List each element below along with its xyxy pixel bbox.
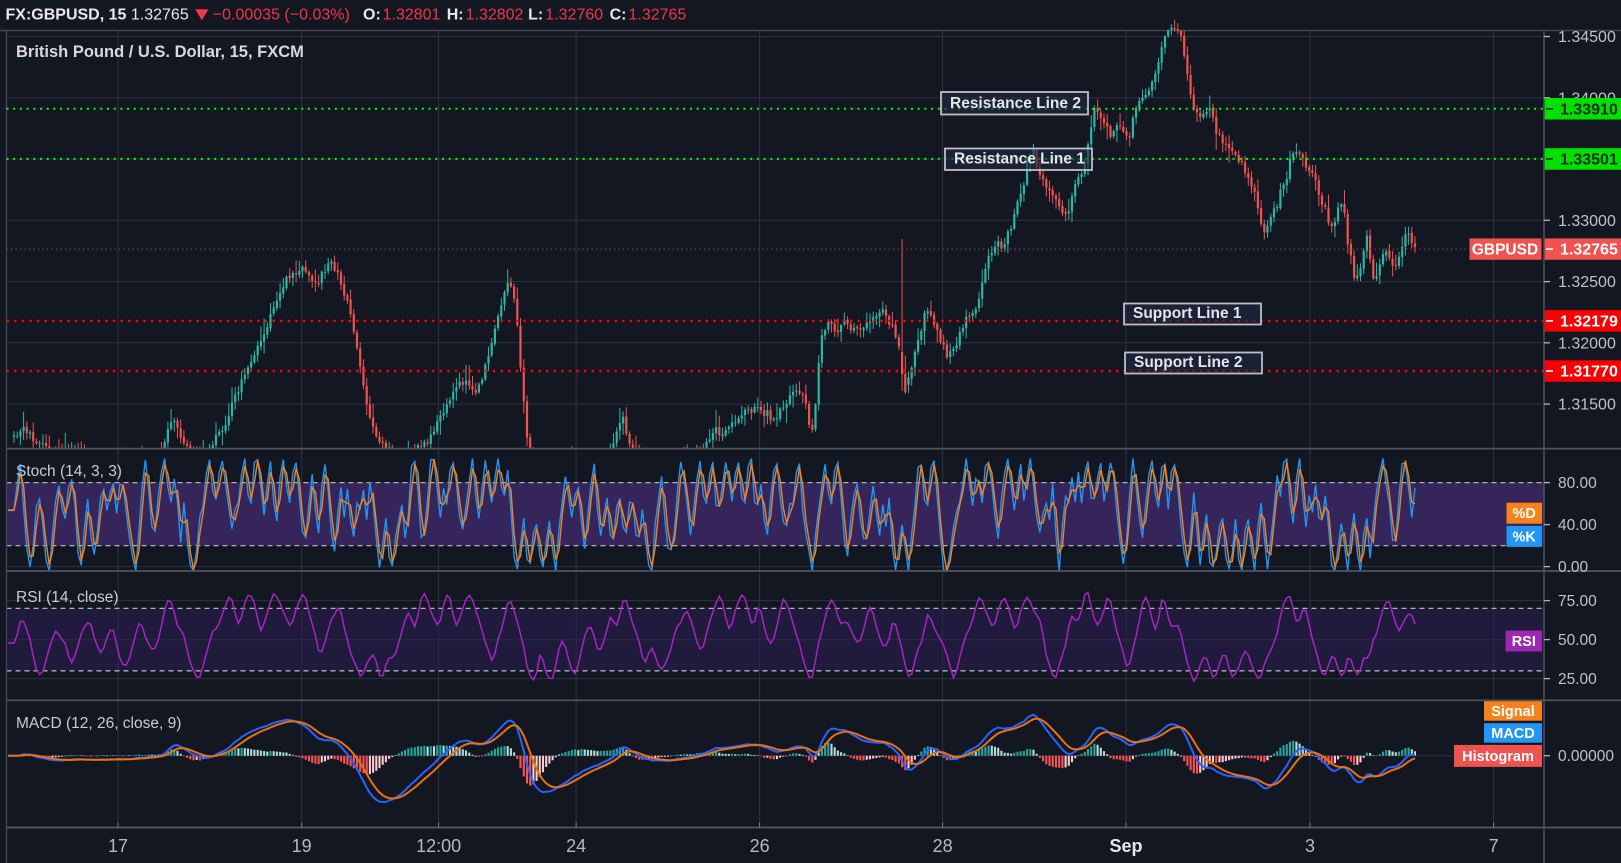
svg-text:1.32765: 1.32765 — [629, 7, 687, 24]
svg-text:1.33910: 1.33910 — [1560, 101, 1618, 118]
svg-text:1.32760: 1.32760 — [545, 7, 603, 24]
svg-text:1.32765: 1.32765 — [1560, 242, 1618, 259]
svg-text:Histogram: Histogram — [1462, 749, 1534, 765]
svg-text:80.00: 80.00 — [1558, 475, 1597, 492]
svg-text:0.00: 0.00 — [1558, 559, 1589, 576]
svg-text:Stoch (14, 3, 3): Stoch (14, 3, 3) — [16, 463, 122, 480]
svg-text:7: 7 — [1489, 836, 1499, 856]
svg-text:17: 17 — [108, 836, 128, 856]
svg-text:−0.00035 (−0.03%): −0.00035 (−0.03%) — [213, 7, 350, 24]
svg-text:%D: %D — [1513, 506, 1536, 522]
svg-text:24: 24 — [566, 836, 586, 856]
svg-text:1.33501: 1.33501 — [1560, 151, 1618, 168]
svg-text:26: 26 — [750, 836, 770, 856]
svg-text:50.00: 50.00 — [1558, 632, 1597, 649]
svg-text:1.31770: 1.31770 — [1560, 364, 1618, 381]
svg-text:Signal: Signal — [1491, 704, 1535, 720]
svg-text:MACD: MACD — [1491, 726, 1535, 742]
svg-text:L:: L: — [528, 7, 543, 24]
svg-text:1.33000: 1.33000 — [1558, 213, 1616, 230]
svg-text:GBPUSD: GBPUSD — [1472, 242, 1538, 259]
svg-text:1.32802: 1.32802 — [466, 7, 524, 24]
svg-text:%K: %K — [1513, 529, 1537, 545]
svg-text:19: 19 — [292, 836, 312, 856]
svg-text:1.34500: 1.34500 — [1558, 29, 1616, 46]
svg-text:FX:GBPUSD, 15: FX:GBPUSD, 15 — [6, 7, 127, 24]
svg-text:1.32179: 1.32179 — [1560, 313, 1618, 330]
svg-text:British Pound / U.S. Dollar, 1: British Pound / U.S. Dollar, 15, FXCM — [16, 43, 304, 61]
svg-text:C:: C: — [610, 7, 627, 24]
svg-text:Support Line 2: Support Line 2 — [1134, 354, 1243, 371]
svg-text:Support Line 1: Support Line 1 — [1133, 305, 1242, 322]
svg-text:1.31500: 1.31500 — [1558, 397, 1616, 414]
svg-text:O:: O: — [363, 7, 381, 24]
svg-text:Sep: Sep — [1109, 836, 1142, 856]
svg-text:1.32801: 1.32801 — [383, 7, 441, 24]
svg-text:1.32000: 1.32000 — [1558, 335, 1616, 352]
svg-text:25.00: 25.00 — [1558, 671, 1597, 688]
svg-text:12:00: 12:00 — [416, 836, 461, 856]
svg-text:H:: H: — [447, 7, 464, 24]
svg-text:RSI: RSI — [1512, 634, 1536, 650]
svg-text:Resistance Line 1: Resistance Line 1 — [954, 151, 1085, 168]
svg-text:3: 3 — [1305, 836, 1315, 856]
svg-text:Resistance Line 2: Resistance Line 2 — [950, 95, 1081, 112]
svg-text:1.32765: 1.32765 — [131, 7, 189, 24]
svg-text:RSI (14, close): RSI (14, close) — [16, 589, 119, 606]
svg-text:40.00: 40.00 — [1558, 517, 1597, 534]
svg-text:28: 28 — [933, 836, 953, 856]
svg-text:1.32500: 1.32500 — [1558, 274, 1616, 291]
svg-text:MACD (12, 26, close, 9): MACD (12, 26, close, 9) — [16, 715, 181, 732]
svg-text:0.00000: 0.00000 — [1558, 748, 1614, 765]
svg-text:75.00: 75.00 — [1558, 593, 1597, 610]
